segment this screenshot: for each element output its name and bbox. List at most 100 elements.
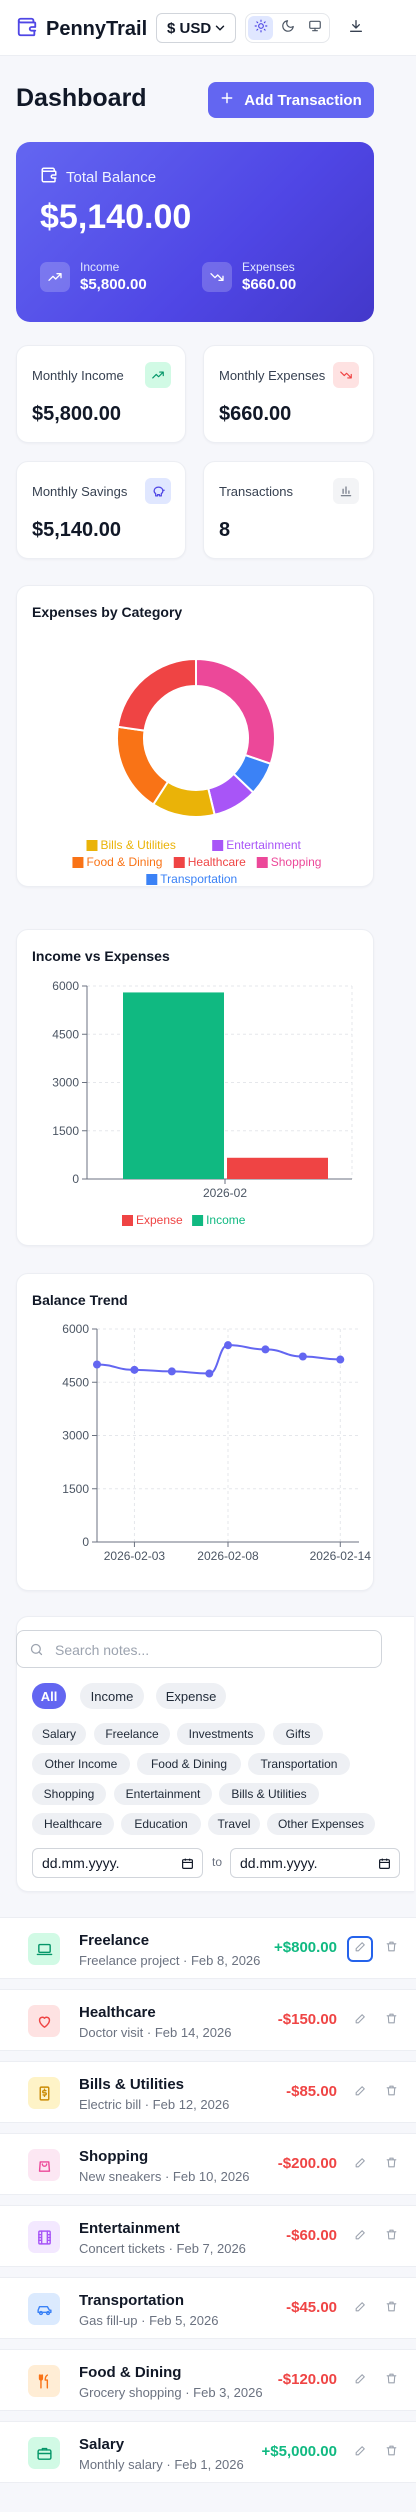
transaction-meta: Doctor visit · Feb 14, 2026 <box>79 2025 232 2040</box>
delete-button[interactable] <box>381 2011 401 2031</box>
transaction-meta: Freelance project · Feb 8, 2026 <box>79 1953 261 1968</box>
transaction-meta: Electric bill · Feb 12, 2026 <box>79 2097 230 2112</box>
app-header: PennyTrail $ USD <box>0 0 416 56</box>
delete-button[interactable] <box>381 1939 401 1959</box>
chart-title: Balance Trend <box>32 1292 128 1308</box>
currency-value: $ USD <box>167 19 212 37</box>
edit-button[interactable] <box>347 2368 373 2394</box>
brand[interactable]: PennyTrail <box>16 16 147 43</box>
edit-button[interactable] <box>347 2080 373 2106</box>
filter-category[interactable]: Investments <box>177 1723 265 1745</box>
delete-button[interactable] <box>381 2371 401 2391</box>
legend-label: Expense <box>136 1213 183 1227</box>
income-label: Income <box>80 260 120 274</box>
filter-category[interactable]: Food & Dining <box>137 1753 241 1775</box>
x-tick-label: 2026-02-08 <box>197 1549 259 1563</box>
filter-type-income[interactable]: Income <box>80 1683 144 1709</box>
edit-button[interactable] <box>347 2008 373 2034</box>
dark-theme-button[interactable] <box>275 16 300 40</box>
theme-switcher <box>245 13 330 43</box>
delete-button[interactable] <box>381 2299 401 2319</box>
pencil-icon <box>354 2012 367 2030</box>
add-transaction-button[interactable]: Add Transaction <box>208 82 374 118</box>
date-to-input[interactable]: dd.mm.yyyy. <box>230 1848 400 1878</box>
transaction-row[interactable]: Shopping New sneakers · Feb 10, 2026 -$200… <box>0 2133 416 2195</box>
date-from-input[interactable]: dd.mm.yyyy. <box>32 1848 203 1878</box>
filter-category[interactable]: Bills & Utilities <box>219 1783 319 1805</box>
edit-button[interactable] <box>347 1936 373 1962</box>
transaction-meta: New sneakers · Feb 10, 2026 <box>79 2169 250 2184</box>
filter-category[interactable]: Salary <box>32 1723 86 1745</box>
pencil-icon <box>354 2300 367 2318</box>
trending-up-icon <box>145 362 171 388</box>
legend-swatch <box>72 857 84 868</box>
delete-button[interactable] <box>381 2227 401 2247</box>
page-title: Dashboard <box>16 84 147 112</box>
filter-category[interactable]: Travel <box>208 1813 260 1835</box>
stat-label: Monthly Expenses <box>219 368 326 383</box>
filter-type-expense[interactable]: Expense <box>156 1683 226 1709</box>
y-tick-label: 4500 <box>52 1027 79 1041</box>
delete-button[interactable] <box>381 2083 401 2103</box>
y-tick-label: 3000 <box>52 1076 79 1090</box>
export-button[interactable] <box>342 14 370 42</box>
transaction-amount: -$85.00 <box>286 2083 337 2100</box>
transaction-category: Shopping <box>79 2148 149 2165</box>
receipt-icon <box>28 2077 60 2109</box>
transaction-row[interactable]: Transportation Gas fill-up · Feb 5, 2026 -… <box>0 2277 416 2339</box>
legend-swatch <box>122 1215 133 1226</box>
y-tick-label: 1500 <box>52 1124 79 1138</box>
filter-category[interactable]: Shopping <box>32 1783 106 1805</box>
trending-down-icon <box>202 261 232 292</box>
trash-icon <box>385 2012 398 2030</box>
filter-category[interactable]: Entertainment <box>114 1783 212 1805</box>
transaction-row[interactable]: Healthcare Doctor visit · Feb 14, 2026 -$1… <box>0 1989 416 2051</box>
legend-swatch <box>212 840 224 851</box>
date-to-value: dd.mm.yyyy. <box>240 1855 318 1871</box>
sun-icon <box>254 19 268 38</box>
transactions-count-card: Transactions 8 <box>203 461 374 559</box>
transaction-row[interactable]: Bills & Utilities Electric bill · Feb 12,… <box>0 2061 416 2123</box>
shopping-bag-icon <box>28 2149 60 2181</box>
data-point <box>205 1369 214 1378</box>
filter-category[interactable]: Gifts <box>273 1723 323 1745</box>
legend-label: Food & Dining <box>86 855 162 869</box>
system-theme-button[interactable] <box>302 16 327 40</box>
delete-button[interactable] <box>381 2155 401 2175</box>
currency-select[interactable]: $ USD <box>156 13 236 43</box>
edit-button[interactable] <box>347 2224 373 2250</box>
income-value: $5,800.00 <box>80 276 147 293</box>
legend-label: Transportation <box>160 872 237 886</box>
transaction-row[interactable]: Freelance Freelance project · Feb 8, 2026… <box>0 1917 416 1979</box>
download-icon <box>348 18 364 39</box>
x-tick-label: 2026-02-14 <box>310 1549 372 1563</box>
transaction-row[interactable]: Entertainment Concert tickets · Feb 7, 20… <box>0 2205 416 2267</box>
search-input[interactable]: Search notes... <box>16 1630 382 1668</box>
filter-type-all[interactable]: All <box>32 1683 66 1709</box>
filter-category[interactable]: Healthcare <box>32 1813 114 1835</box>
x-tick-label: 2026-02 <box>203 1186 247 1200</box>
stat-value: $5,800.00 <box>32 403 121 425</box>
filter-category[interactable]: Freelance <box>94 1723 170 1745</box>
filter-category[interactable]: Education <box>121 1813 201 1835</box>
transaction-category: Transportation <box>79 2292 185 2309</box>
filter-category[interactable]: Transportation <box>248 1753 350 1775</box>
income-expense-bar-chart: 0 1500 3000 4500 6000 2026-02 Expense Income <box>52 979 353 1227</box>
trending-down-icon <box>333 362 359 388</box>
transaction-row[interactable]: Food & Dining Grocery shopping · Feb 3, 2… <box>0 2349 416 2411</box>
balance-trend-line-chart: 0 1500 3000 4500 6000 2026-02-03 2026-02-08 202… <box>62 1322 372 1563</box>
pie-slice <box>116 725 170 806</box>
edit-button[interactable] <box>347 2440 373 2466</box>
delete-button[interactable] <box>381 2443 401 2463</box>
filter-category[interactable]: Other Expenses <box>267 1813 375 1835</box>
pie-slice <box>195 657 276 766</box>
edit-button[interactable] <box>347 2152 373 2178</box>
filter-category[interactable]: Other Income <box>32 1753 130 1775</box>
edit-button[interactable] <box>347 2296 373 2322</box>
calendar-icon <box>378 1857 391 1873</box>
transaction-category: Food & Dining <box>79 2364 182 2381</box>
light-theme-button[interactable] <box>248 16 273 40</box>
transaction-row[interactable]: Salary Monthly salary · Feb 1, 2026 +$5,00… <box>0 2421 416 2483</box>
monthly-expenses-card: Monthly Expenses $660.00 <box>203 345 374 443</box>
wallet-icon <box>16 16 38 43</box>
